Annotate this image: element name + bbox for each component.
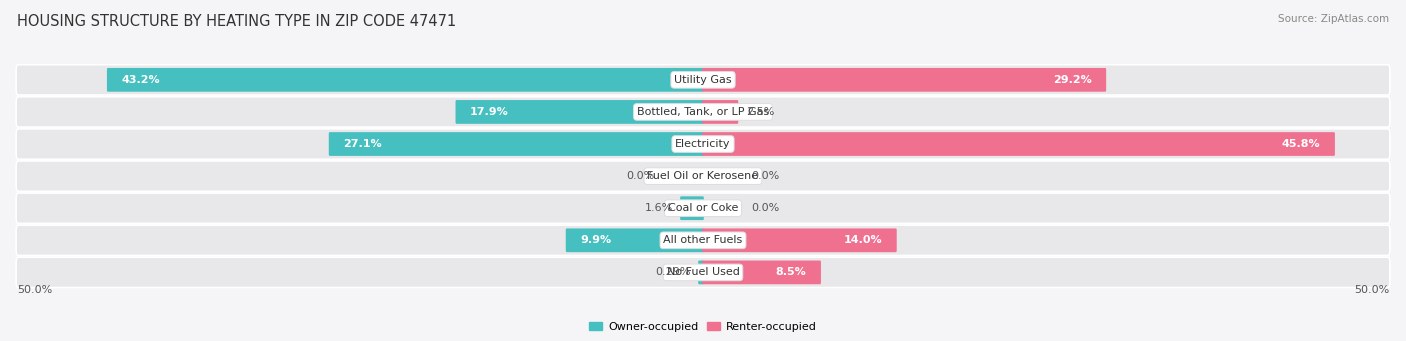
Text: 9.9%: 9.9% [581,235,612,245]
FancyBboxPatch shape [15,193,1391,223]
FancyBboxPatch shape [565,228,704,252]
FancyBboxPatch shape [329,132,704,156]
Text: 29.2%: 29.2% [1053,75,1091,85]
FancyBboxPatch shape [702,132,1334,156]
Text: 43.2%: 43.2% [121,75,160,85]
Legend: Owner-occupied, Renter-occupied: Owner-occupied, Renter-occupied [589,322,817,332]
Text: 1.6%: 1.6% [644,203,672,213]
Text: 50.0%: 50.0% [1354,285,1389,295]
FancyBboxPatch shape [15,225,1391,255]
FancyBboxPatch shape [15,65,1391,95]
Text: 0.0%: 0.0% [627,171,655,181]
Text: 17.9%: 17.9% [470,107,509,117]
FancyBboxPatch shape [456,100,704,124]
FancyBboxPatch shape [107,68,704,92]
Text: All other Fuels: All other Fuels [664,235,742,245]
FancyBboxPatch shape [15,97,1391,127]
Text: 14.0%: 14.0% [844,235,882,245]
FancyBboxPatch shape [15,257,1391,287]
Text: HOUSING STRUCTURE BY HEATING TYPE IN ZIP CODE 47471: HOUSING STRUCTURE BY HEATING TYPE IN ZIP… [17,14,456,29]
FancyBboxPatch shape [702,228,897,252]
Text: 0.29%: 0.29% [655,267,690,277]
Text: Utility Gas: Utility Gas [675,75,731,85]
Text: 8.5%: 8.5% [776,267,807,277]
Text: Source: ZipAtlas.com: Source: ZipAtlas.com [1278,14,1389,24]
Text: 50.0%: 50.0% [17,285,52,295]
Text: 27.1%: 27.1% [343,139,382,149]
Text: 2.5%: 2.5% [745,107,775,117]
FancyBboxPatch shape [702,100,738,124]
Text: Coal or Coke: Coal or Coke [668,203,738,213]
FancyBboxPatch shape [681,196,704,220]
Text: 45.8%: 45.8% [1282,139,1320,149]
FancyBboxPatch shape [699,261,704,284]
Text: 0.0%: 0.0% [751,171,779,181]
Text: 0.0%: 0.0% [751,203,779,213]
Text: No Fuel Used: No Fuel Used [666,267,740,277]
Text: Bottled, Tank, or LP Gas: Bottled, Tank, or LP Gas [637,107,769,117]
FancyBboxPatch shape [702,261,821,284]
FancyBboxPatch shape [15,161,1391,191]
Text: Fuel Oil or Kerosene: Fuel Oil or Kerosene [647,171,759,181]
FancyBboxPatch shape [702,68,1107,92]
Text: Electricity: Electricity [675,139,731,149]
FancyBboxPatch shape [15,129,1391,159]
